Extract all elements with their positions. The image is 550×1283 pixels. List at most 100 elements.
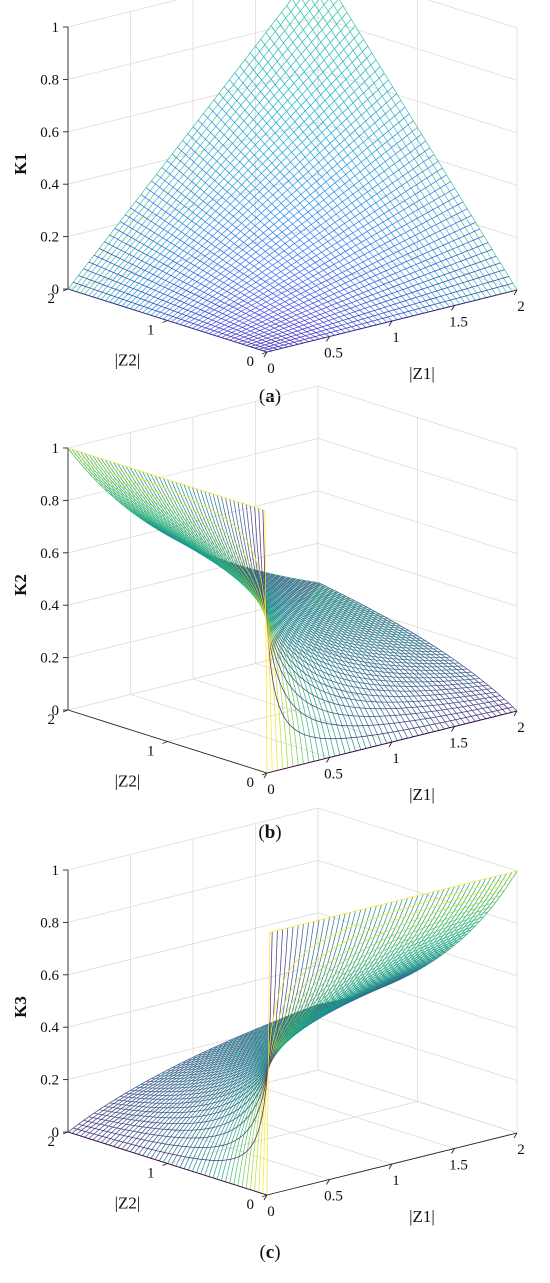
mesh-line (258, 883, 509, 1193)
mesh-line (73, 281, 273, 352)
mesh-line (245, 504, 497, 703)
mesh-line (196, 488, 447, 655)
panel-b-surface-mesh (67, 447, 518, 774)
back-wall-grid-line (67, 174, 319, 237)
x-tick-label: 1 (392, 751, 400, 767)
mesh-line (104, 241, 304, 344)
y-tick-mark (162, 741, 168, 744)
x-tick-label: 0 (267, 361, 275, 377)
mesh-line (250, 505, 501, 710)
side-wall-grid-line (317, 1069, 518, 1134)
panel-a-surface-mesh (67, 0, 518, 353)
side-wall-grid-line (317, 1017, 518, 1081)
y-tick-label: 0 (247, 354, 255, 370)
mesh-line (250, 262, 501, 348)
mesh-line (83, 929, 284, 1139)
panel-c-x-axis-label: |Z1| (409, 1207, 435, 1226)
mesh-line (245, 901, 497, 1189)
y-tick-label: 1 (147, 1166, 155, 1182)
mesh-line (125, 988, 377, 1151)
mesh-line (88, 0, 339, 296)
panel-a-caption: (a) (259, 386, 281, 407)
x-tick-mark (326, 336, 330, 342)
mesh-line (203, 899, 403, 1053)
panel-b-caption: (b) (258, 822, 281, 843)
x-tick-label: 1 (392, 330, 400, 346)
mesh-line (80, 451, 331, 589)
back-wall-grid-line (67, 121, 319, 185)
x-tick-mark (263, 1194, 268, 1201)
back-wall-grid-line (67, 226, 319, 290)
mesh-line (78, 460, 278, 771)
mesh-line (258, 276, 509, 350)
panel-a-caption-letter: a (265, 386, 275, 407)
z-tick-label: 0.4 (40, 1020, 59, 1036)
z-tick-label: 0.2 (40, 651, 59, 667)
side-wall-grid-line (317, 174, 518, 238)
mesh-line (241, 503, 493, 697)
z-tick-label: 1 (52, 863, 60, 879)
x-tick-mark (326, 757, 330, 763)
mesh-line (99, 248, 299, 345)
mesh-line (83, 466, 284, 770)
panel-a-y-axis-label: |Z2| (115, 351, 141, 370)
mesh-line (73, 454, 273, 772)
x-tick-mark (388, 1163, 393, 1170)
mesh-line (93, 926, 294, 1125)
y-tick-mark (261, 1194, 268, 1198)
panel-c-caption-letter: c (266, 1242, 274, 1263)
z-tick-label: 1 (52, 441, 60, 457)
z-tick-label: 0.2 (40, 230, 59, 246)
mesh-line (104, 488, 304, 765)
mesh-line (113, 462, 364, 606)
z-tick-label: 0.8 (40, 915, 59, 931)
y-tick-label: 1 (147, 323, 155, 339)
mesh-line (171, 133, 422, 323)
x-tick-label: 0.5 (324, 1189, 343, 1205)
mesh-line (262, 282, 513, 352)
z-tick-label: 0.8 (40, 72, 59, 88)
mesh-line (125, 506, 325, 759)
mesh-line (219, 895, 419, 1046)
panel-b-caption-letter: b (265, 822, 276, 843)
mesh-line (93, 478, 294, 767)
y-tick-label: 0 (247, 775, 255, 791)
mesh-line (167, 970, 418, 1164)
mesh-line (109, 234, 309, 343)
x-tick-label: 1.5 (449, 1158, 468, 1174)
panel-b-y-axis-label: |Z2| (115, 772, 141, 791)
mesh-line (262, 877, 513, 1194)
mesh-line (258, 508, 509, 727)
mesh-line (250, 895, 501, 1190)
z-tick-label: 0.8 (40, 493, 59, 509)
mesh-line (237, 242, 489, 344)
y-tick-mark (261, 351, 268, 355)
x-tick-mark (388, 741, 393, 748)
mesh-line (154, 976, 406, 1160)
mesh-line (266, 870, 518, 1196)
mesh-line (88, 472, 289, 768)
x-tick-mark (513, 1132, 518, 1139)
z-tick-label: 0.6 (40, 125, 59, 141)
back-wall-grid-line (67, 860, 319, 923)
panel-c-z-axis-label: K3 (11, 996, 30, 1018)
x-tick-mark (451, 305, 455, 311)
side-wall-grid-line (317, 226, 518, 291)
x-tick-label: 2 (517, 720, 525, 736)
mesh-line (217, 208, 468, 337)
back-wall-grid-line (67, 0, 179, 28)
x-tick-label: 2 (517, 1142, 525, 1158)
z-tick-label: 0.6 (40, 546, 59, 562)
mesh-line (78, 930, 278, 1148)
back-wall-grid-line (67, 542, 319, 606)
side-wall-grid-line (317, 912, 518, 977)
panel-a-x-axis-label: |Z1| (409, 364, 435, 383)
y-tick-mark (162, 320, 168, 323)
x-tick-label: 2 (517, 299, 525, 315)
mesh-line (237, 911, 489, 1186)
side-wall-grid-line (317, 17, 518, 81)
